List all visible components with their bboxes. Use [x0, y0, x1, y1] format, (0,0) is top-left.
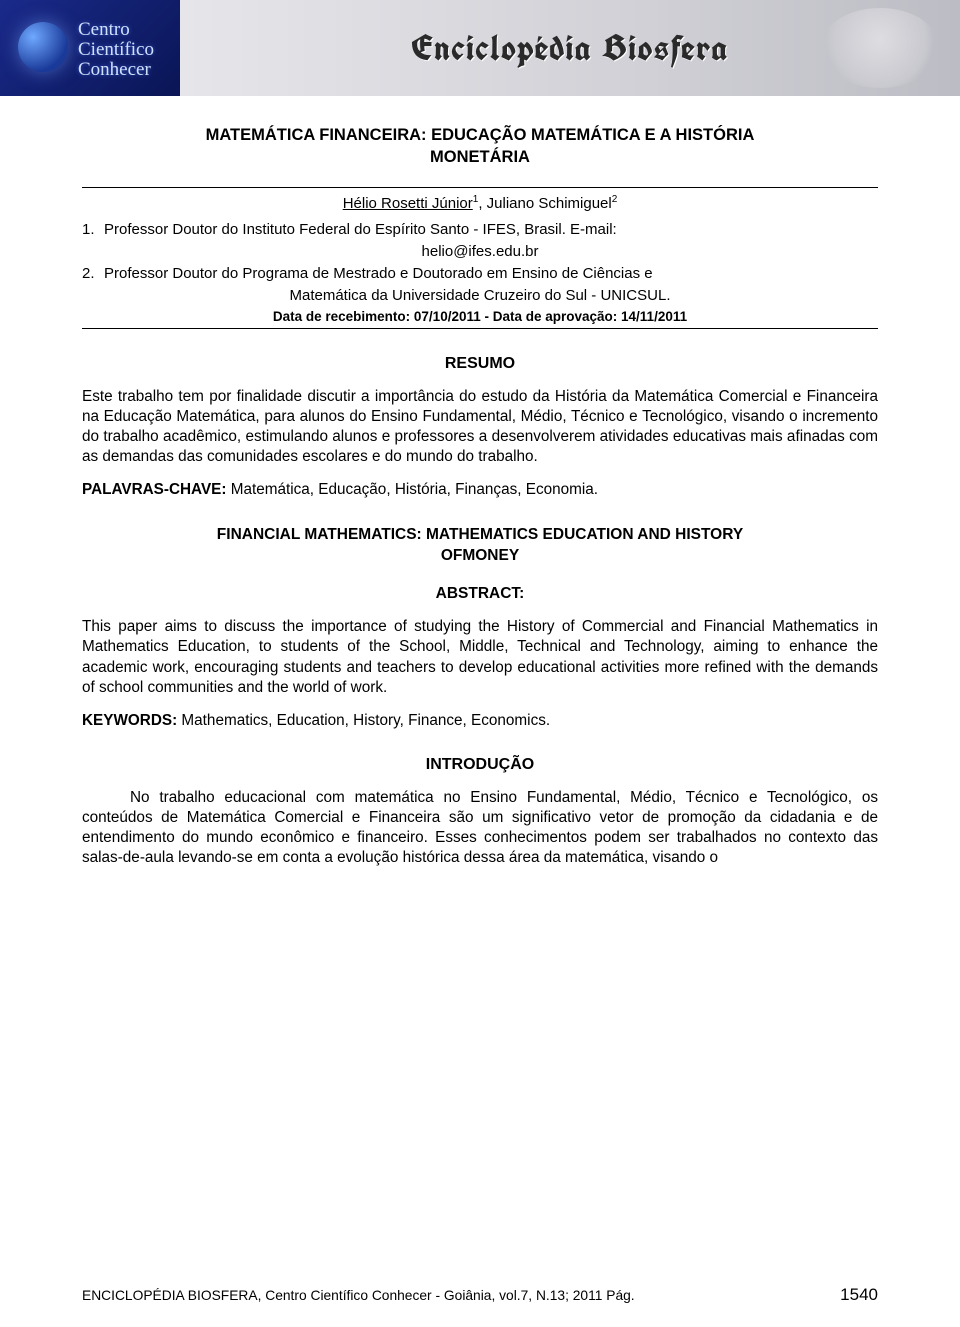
page-number: 1540 — [840, 1285, 878, 1305]
author-2: Juliano Schimiguel — [487, 195, 612, 212]
affiliation-1-email: helio@ifes.edu.br — [82, 242, 878, 262]
palavras-chave: PALAVRAS-CHAVE: Matemática, Educação, Hi… — [82, 481, 878, 499]
resumo-heading: RESUMO — [82, 355, 878, 373]
affiliation-2-line2: Matemática da Universidade Cruzeiro do S… — [82, 286, 878, 306]
abstract-heading: ABSTRACT: — [82, 585, 878, 603]
submission-dates: Data de recebimento: 07/10/2011 - Data d… — [82, 309, 878, 324]
english-title: FINANCIAL MATHEMATICS: MATHEMATICS EDUCA… — [82, 525, 878, 567]
author-1: Hélio Rosetti Júnior — [343, 195, 473, 212]
journal-banner: Enciclopédia Biosfera — [180, 0, 960, 96]
keywords-label: KEYWORDS: — [82, 712, 177, 729]
keywords-text: Mathematics, Education, History, Finance… — [177, 712, 550, 729]
page-footer: ENCICLOPÉDIA BIOSFERA, Centro Científico… — [82, 1285, 878, 1305]
affiliation-2: 2.Professor Doutor do Programa de Mestra… — [82, 264, 878, 284]
authors-line: Hélio Rosetti Júnior1, Juliano Schimigue… — [82, 194, 878, 212]
article-title-line1: MATEMÁTICA FINANCEIRA: EDUCAÇÃO MATEMÁTI… — [206, 126, 755, 144]
introducao-body: No trabalho educacional com matemática n… — [82, 788, 878, 869]
header-banner: Centro Científico Conhecer Enciclopédia … — [0, 0, 960, 96]
article-title-line2: MONETÁRIA — [430, 148, 530, 166]
keywords: KEYWORDS: Mathematics, Education, Histor… — [82, 712, 878, 730]
palavras-chave-label: PALAVRAS-CHAVE: — [82, 481, 226, 498]
english-title-line2: OFMONEY — [441, 547, 519, 564]
journal-title: Enciclopédia Biosfera — [412, 25, 729, 72]
english-title-line1: FINANCIAL MATHEMATICS: MATHEMATICS EDUCA… — [217, 526, 743, 543]
author-sep: , — [478, 195, 486, 212]
palavras-chave-text: Matemática, Educação, História, Finanças… — [226, 481, 598, 498]
page-content: MATEMÁTICA FINANCEIRA: EDUCAÇÃO MATEMÁTI… — [0, 96, 960, 869]
affil-1-num: 1. — [82, 220, 104, 240]
footer-citation: ENCICLOPÉDIA BIOSFERA, Centro Científico… — [82, 1288, 635, 1303]
publisher-logo: Centro Científico Conhecer — [0, 0, 180, 96]
affil-2-text: Professor Doutor do Programa de Mestrado… — [104, 265, 653, 282]
abstract-body: This paper aims to discuss the importanc… — [82, 617, 878, 698]
rule-bottom — [82, 328, 878, 329]
affiliation-1: 1.Professor Doutor do Instituto Federal … — [82, 220, 878, 240]
resumo-body: Este trabalho tem por finalidade discuti… — [82, 387, 878, 468]
author-2-sup: 2 — [612, 194, 618, 205]
introducao-heading: INTRODUÇÃO — [82, 756, 878, 774]
publisher-logo-text: Centro Científico Conhecer — [78, 20, 154, 80]
affil-2-num: 2. — [82, 264, 104, 284]
affil-1-text: Professor Doutor do Instituto Federal do… — [104, 221, 617, 238]
article-title: MATEMÁTICA FINANCEIRA: EDUCAÇÃO MATEMÁTI… — [82, 124, 878, 169]
rule-top — [82, 187, 878, 188]
